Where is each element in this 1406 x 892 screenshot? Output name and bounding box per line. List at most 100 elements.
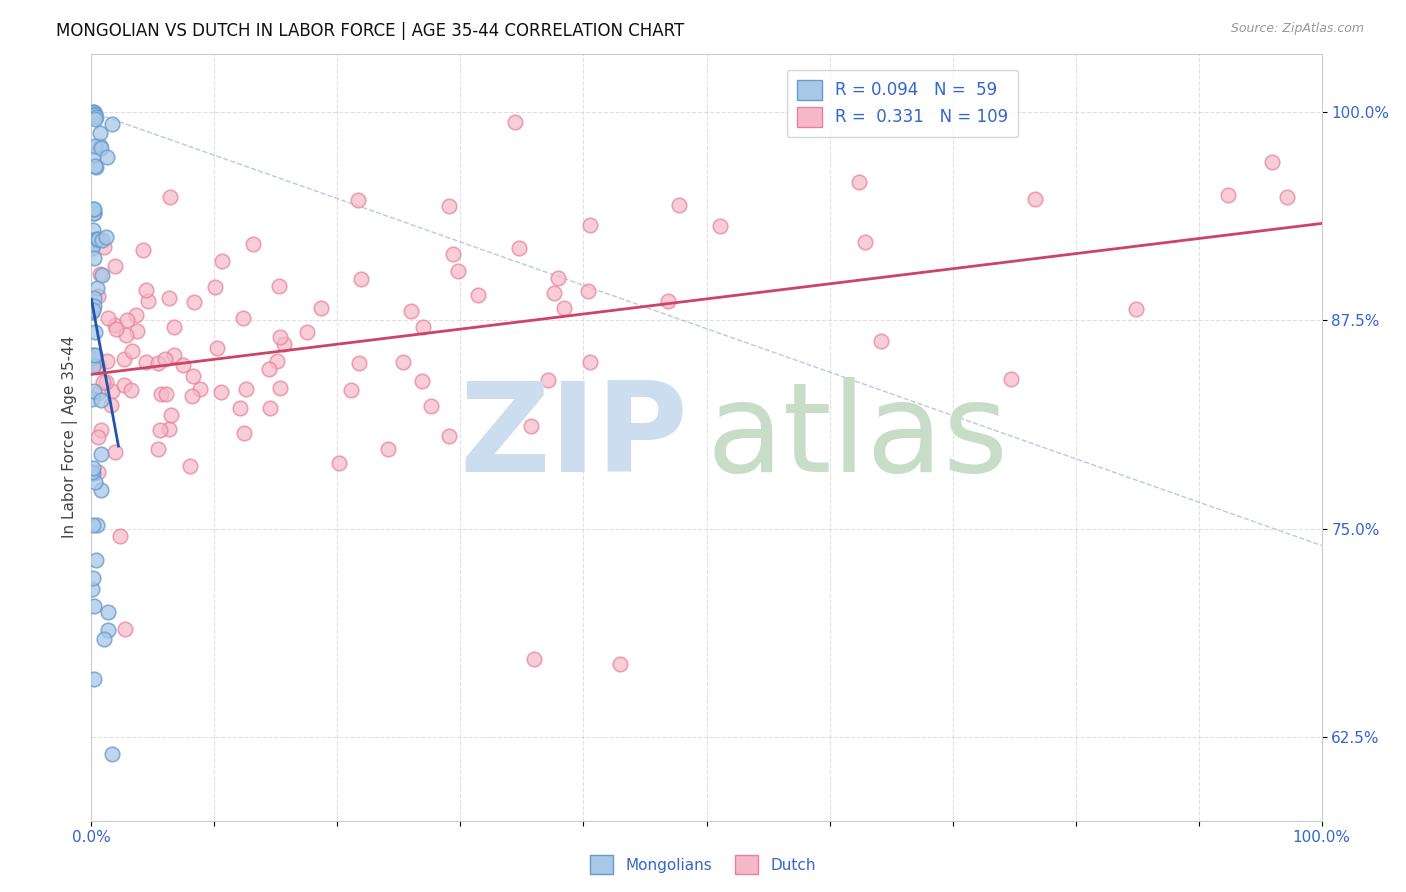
Point — [157, 291, 180, 305]
Point — [553, 301, 575, 316]
Point — [657, 293, 679, 308]
Point — [90, 483, 112, 498]
Point — [467, 288, 489, 302]
Point — [437, 428, 460, 442]
Point — [86, 359, 108, 374]
Point — [447, 264, 470, 278]
Point — [266, 354, 288, 368]
Point — [146, 442, 169, 456]
Point — [257, 362, 280, 376]
Point — [104, 318, 127, 332]
Point — [523, 652, 546, 666]
Point — [668, 197, 690, 211]
Point — [80, 351, 103, 365]
Point — [135, 283, 157, 297]
Point — [181, 369, 204, 384]
Point — [121, 344, 143, 359]
Point — [86, 281, 108, 295]
Point — [90, 233, 112, 247]
Point — [578, 354, 600, 368]
Point — [124, 308, 146, 322]
Point — [392, 355, 415, 369]
Point — [80, 392, 103, 406]
Point — [82, 233, 104, 247]
Point — [87, 232, 110, 246]
Point — [90, 140, 112, 154]
Point — [91, 268, 114, 283]
Point — [609, 657, 631, 671]
Point — [86, 466, 108, 480]
Point — [172, 358, 194, 372]
Point — [83, 299, 105, 313]
Point — [89, 127, 111, 141]
Point — [83, 251, 105, 265]
Point — [115, 328, 138, 343]
Point — [83, 384, 105, 398]
Point — [83, 148, 105, 162]
Point — [120, 383, 142, 397]
Point — [163, 348, 186, 362]
Point — [82, 466, 104, 480]
Point — [349, 356, 371, 370]
Point — [82, 359, 104, 373]
Point — [508, 241, 530, 255]
Point — [125, 325, 148, 339]
Point — [84, 160, 107, 174]
Point — [328, 456, 350, 470]
Point — [82, 104, 104, 119]
Point — [86, 232, 108, 246]
Point — [437, 199, 460, 213]
Point — [84, 475, 107, 490]
Point — [576, 284, 599, 298]
Point — [112, 377, 135, 392]
Point — [97, 624, 120, 638]
Point — [82, 571, 104, 585]
Point — [105, 322, 128, 336]
Point — [136, 293, 159, 308]
Point — [848, 175, 870, 189]
Point — [209, 384, 232, 399]
Point — [503, 115, 526, 129]
Point — [83, 348, 105, 362]
Point — [86, 289, 108, 303]
Point — [97, 310, 120, 325]
Point — [83, 202, 105, 216]
Point — [83, 108, 105, 122]
Point — [83, 672, 105, 686]
Point — [578, 219, 600, 233]
Point — [547, 270, 569, 285]
Point — [83, 139, 105, 153]
Point — [86, 553, 108, 567]
Point — [84, 106, 107, 120]
Point — [188, 382, 211, 396]
Point — [86, 359, 108, 373]
Point — [869, 334, 891, 348]
Point — [101, 747, 124, 761]
Point — [273, 337, 295, 351]
Point — [149, 423, 172, 437]
Point — [83, 291, 105, 305]
Point — [93, 240, 115, 254]
Point — [80, 241, 103, 255]
Point — [309, 301, 332, 316]
Point — [84, 159, 107, 173]
Point — [112, 351, 135, 366]
Point — [347, 193, 370, 207]
Point — [441, 247, 464, 261]
Point — [82, 348, 104, 362]
Point — [267, 279, 290, 293]
Point — [159, 189, 181, 203]
Point — [242, 236, 264, 251]
Point — [148, 356, 170, 370]
Point — [89, 139, 111, 153]
Point — [100, 398, 122, 412]
Point — [94, 230, 117, 244]
Point — [1216, 188, 1239, 202]
Point — [420, 399, 443, 413]
Point — [90, 392, 112, 407]
Point — [82, 236, 104, 251]
Point — [93, 632, 115, 647]
Point — [83, 599, 105, 614]
Text: Source: ZipAtlas.com: Source: ZipAtlas.com — [1230, 22, 1364, 36]
Point — [82, 202, 104, 216]
